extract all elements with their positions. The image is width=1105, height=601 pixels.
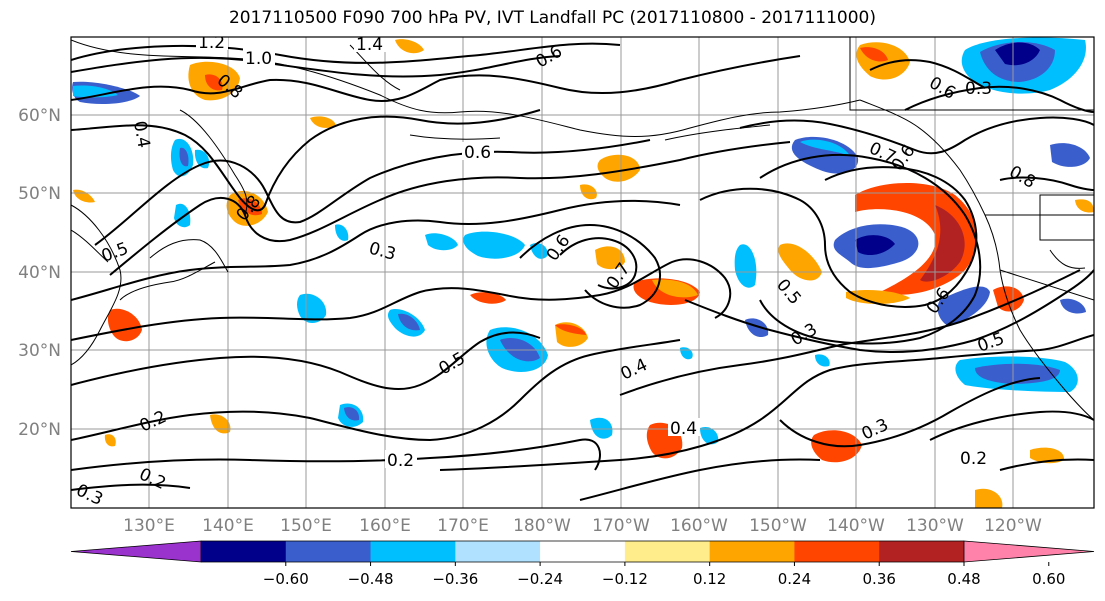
colorbar-swatch xyxy=(794,541,880,562)
lon-tick-label: 120°W xyxy=(984,516,1042,536)
colorbar-tick-label: −0.12 xyxy=(602,570,648,588)
colorbar-tick-label: 0.36 xyxy=(863,570,896,588)
lat-tick-label: 50°N xyxy=(18,184,61,204)
lon-tick-label: 130°E xyxy=(123,516,175,536)
map-title: 2017110500 F090 700 hPa PV, IVT Landfall… xyxy=(228,8,876,28)
colorbar-tick-label: 0.24 xyxy=(778,570,811,588)
lat-ticks: 60°N 50°N 40°N 30°N 20°N xyxy=(18,106,61,440)
lon-tick-label: 130°W xyxy=(906,516,964,536)
colorbar-tick-label: 0.60 xyxy=(1032,570,1065,588)
contour-label: 0.2 xyxy=(387,451,414,471)
colorbar-tick-label: −0.48 xyxy=(348,570,394,588)
colorbar-swatch xyxy=(624,541,711,562)
lat-tick-label: 40°N xyxy=(18,263,61,283)
contour-label: 0.4 xyxy=(129,119,153,149)
lon-tick-label: 140°W xyxy=(827,516,885,536)
colorbar-tick-label: −0.60 xyxy=(263,570,309,588)
colorbar-swatch xyxy=(370,541,456,562)
contour-label: 1.4 xyxy=(356,35,383,55)
shading-layer xyxy=(72,37,1094,508)
contour-label: 1.2 xyxy=(198,33,225,53)
lat-tick-label: 60°N xyxy=(18,106,61,126)
map-area: 1.2 1.0 1.4 0.8 0.6 0.4 0.6 0.3 0.5 0.8 … xyxy=(71,33,1094,508)
contour-label: 0.6 xyxy=(464,143,491,163)
contour-label: 0.4 xyxy=(670,419,697,439)
colorbar-extend-low xyxy=(70,540,202,563)
lon-tick-label: 180°W xyxy=(513,516,571,536)
contour-label: 1.0 xyxy=(245,49,272,69)
colorbar-tick-label: −0.36 xyxy=(432,570,478,588)
colorbar-swatch xyxy=(285,541,372,562)
contour-label: 0.3 xyxy=(965,79,992,99)
colorbar-tick-label: 0.12 xyxy=(693,570,726,588)
colorbar-tick-label: 0.48 xyxy=(947,570,980,588)
shade-positive-ne-core xyxy=(920,205,965,282)
lon-tick-label: 160°E xyxy=(359,516,411,536)
lon-ticks: 130°E 140°E 150°E 160°E 170°E 180°W 170°… xyxy=(123,516,1042,536)
colorbar-swatch xyxy=(879,541,965,562)
colorbar-frame xyxy=(201,540,964,563)
lon-tick-label: 170°E xyxy=(437,516,489,536)
lon-tick-label: 150°W xyxy=(749,516,807,536)
colorbar-swatch xyxy=(201,541,287,562)
colorbar-tick-label: −0.24 xyxy=(517,570,563,588)
colorbar-extend-high xyxy=(963,540,1095,563)
lon-tick-label: 150°E xyxy=(280,516,332,536)
lon-tick-label: 140°E xyxy=(202,516,254,536)
lon-tick-label: 160°W xyxy=(670,516,728,536)
shade-negative-ne-core xyxy=(855,235,895,256)
colorbar: −0.60 −0.48 −0.36 −0.24 −0.12 0.12 0.24 0.36 0.4… xyxy=(70,540,1095,588)
colorbar-swatch xyxy=(455,541,541,562)
pv-contours xyxy=(71,42,1094,501)
map-frame xyxy=(70,36,1095,509)
lat-tick-label: 20°N xyxy=(18,420,61,440)
colorbar-swatch xyxy=(540,541,626,562)
colorbar-swatch xyxy=(709,541,795,562)
lon-tick-label: 170°W xyxy=(592,516,650,536)
lat-tick-label: 30°N xyxy=(18,341,61,361)
contour-label: 0.2 xyxy=(960,449,987,469)
